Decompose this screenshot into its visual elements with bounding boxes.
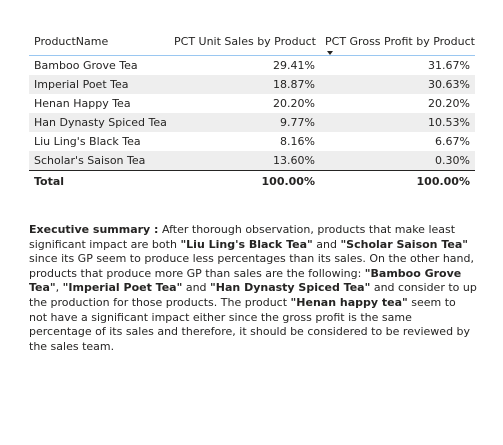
cell-pct-gross-profit: 0.30% — [320, 151, 475, 171]
cell-pct-unit-sales: 29.41% — [169, 55, 320, 75]
column-header-pct-gross-profit[interactable]: PCT Gross Profit by Product — [320, 27, 475, 56]
summary-product-highlight: "Scholar Saison Tea" — [340, 237, 469, 251]
table-row[interactable]: Imperial Poet Tea 18.87% 30.63% — [29, 75, 475, 94]
cell-pct-gross-profit: 31.67% — [320, 55, 475, 75]
table-header-row: ProductName PCT Unit Sales by Product PC… — [29, 27, 475, 56]
summary-text: and consider to up the production for th… — [29, 281, 477, 309]
cell-product-name: Scholar's Saison Tea — [29, 151, 169, 171]
cell-product-name: Henan Happy Tea — [29, 94, 169, 113]
cell-pct-gross-profit: 6.67% — [320, 132, 475, 151]
summary-text: since its GP seem to produce less percen… — [29, 252, 474, 280]
summary-heading: Executive summary : — [29, 223, 159, 236]
cell-pct-unit-sales: 20.20% — [169, 94, 320, 113]
cell-product-name: Han Dynasty Spiced Tea — [29, 113, 169, 132]
total-pct-gross-profit: 100.00% — [320, 170, 475, 191]
product-pct-table: ProductName PCT Unit Sales by Product PC… — [29, 27, 475, 191]
total-pct-unit-sales: 100.00% — [169, 170, 320, 191]
summary-product-highlight: "Bamboo Grove Tea" — [29, 266, 462, 295]
summary-text: and — [312, 237, 341, 251]
summary-product-highlight: "Han Dynasty Spiced Tea" — [210, 281, 371, 295]
cell-product-name: Bamboo Grove Tea — [29, 55, 169, 75]
executive-summary-textbox: Executive summary : After thorough obser… — [29, 223, 477, 354]
table-row[interactable]: Henan Happy Tea 20.20% 20.20% — [29, 94, 475, 113]
sort-descending-icon[interactable] — [327, 51, 333, 55]
cell-pct-unit-sales: 18.87% — [169, 75, 320, 94]
cell-product-name: Liu Ling's Black Tea — [29, 132, 169, 151]
table-row[interactable]: Liu Ling's Black Tea 8.16% 6.67% — [29, 132, 475, 151]
summary-product-highlight: "Henan happy tea" — [290, 295, 408, 309]
product-pct-table-visual: ProductName PCT Unit Sales by Product PC… — [29, 27, 475, 191]
cell-pct-gross-profit: 10.53% — [320, 113, 475, 132]
summary-text: After thorough observation, products tha… — [29, 223, 456, 251]
cell-pct-unit-sales: 9.77% — [169, 113, 320, 132]
cell-pct-gross-profit: 20.20% — [320, 94, 475, 113]
summary-text: , — [55, 281, 63, 295]
cell-pct-unit-sales: 13.60% — [169, 151, 320, 171]
column-header-pct-gross-profit-label: PCT Gross Profit by Product — [325, 34, 475, 48]
cell-pct-gross-profit: 30.63% — [320, 75, 475, 94]
summary-product-highlight: "Imperial Poet Tea" — [62, 281, 183, 295]
table-row[interactable]: Bamboo Grove Tea 29.41% 31.67% — [29, 55, 475, 75]
table-row[interactable]: Han Dynasty Spiced Tea 9.77% 10.53% — [29, 113, 475, 132]
table-total-row: Total 100.00% 100.00% — [29, 170, 475, 191]
column-header-product-name[interactable]: ProductName — [29, 27, 169, 56]
table-row[interactable]: Scholar's Saison Tea 13.60% 0.30% — [29, 151, 475, 171]
summary-text: and — [182, 281, 211, 295]
summary-product-highlight: "Liu Ling's Black Tea" — [180, 237, 313, 251]
total-label: Total — [29, 170, 169, 191]
column-header-pct-unit-sales[interactable]: PCT Unit Sales by Product — [169, 27, 320, 56]
cell-pct-unit-sales: 8.16% — [169, 132, 320, 151]
cell-product-name: Imperial Poet Tea — [29, 75, 169, 94]
summary-text: seem to not have a significant impact ei… — [29, 295, 471, 353]
